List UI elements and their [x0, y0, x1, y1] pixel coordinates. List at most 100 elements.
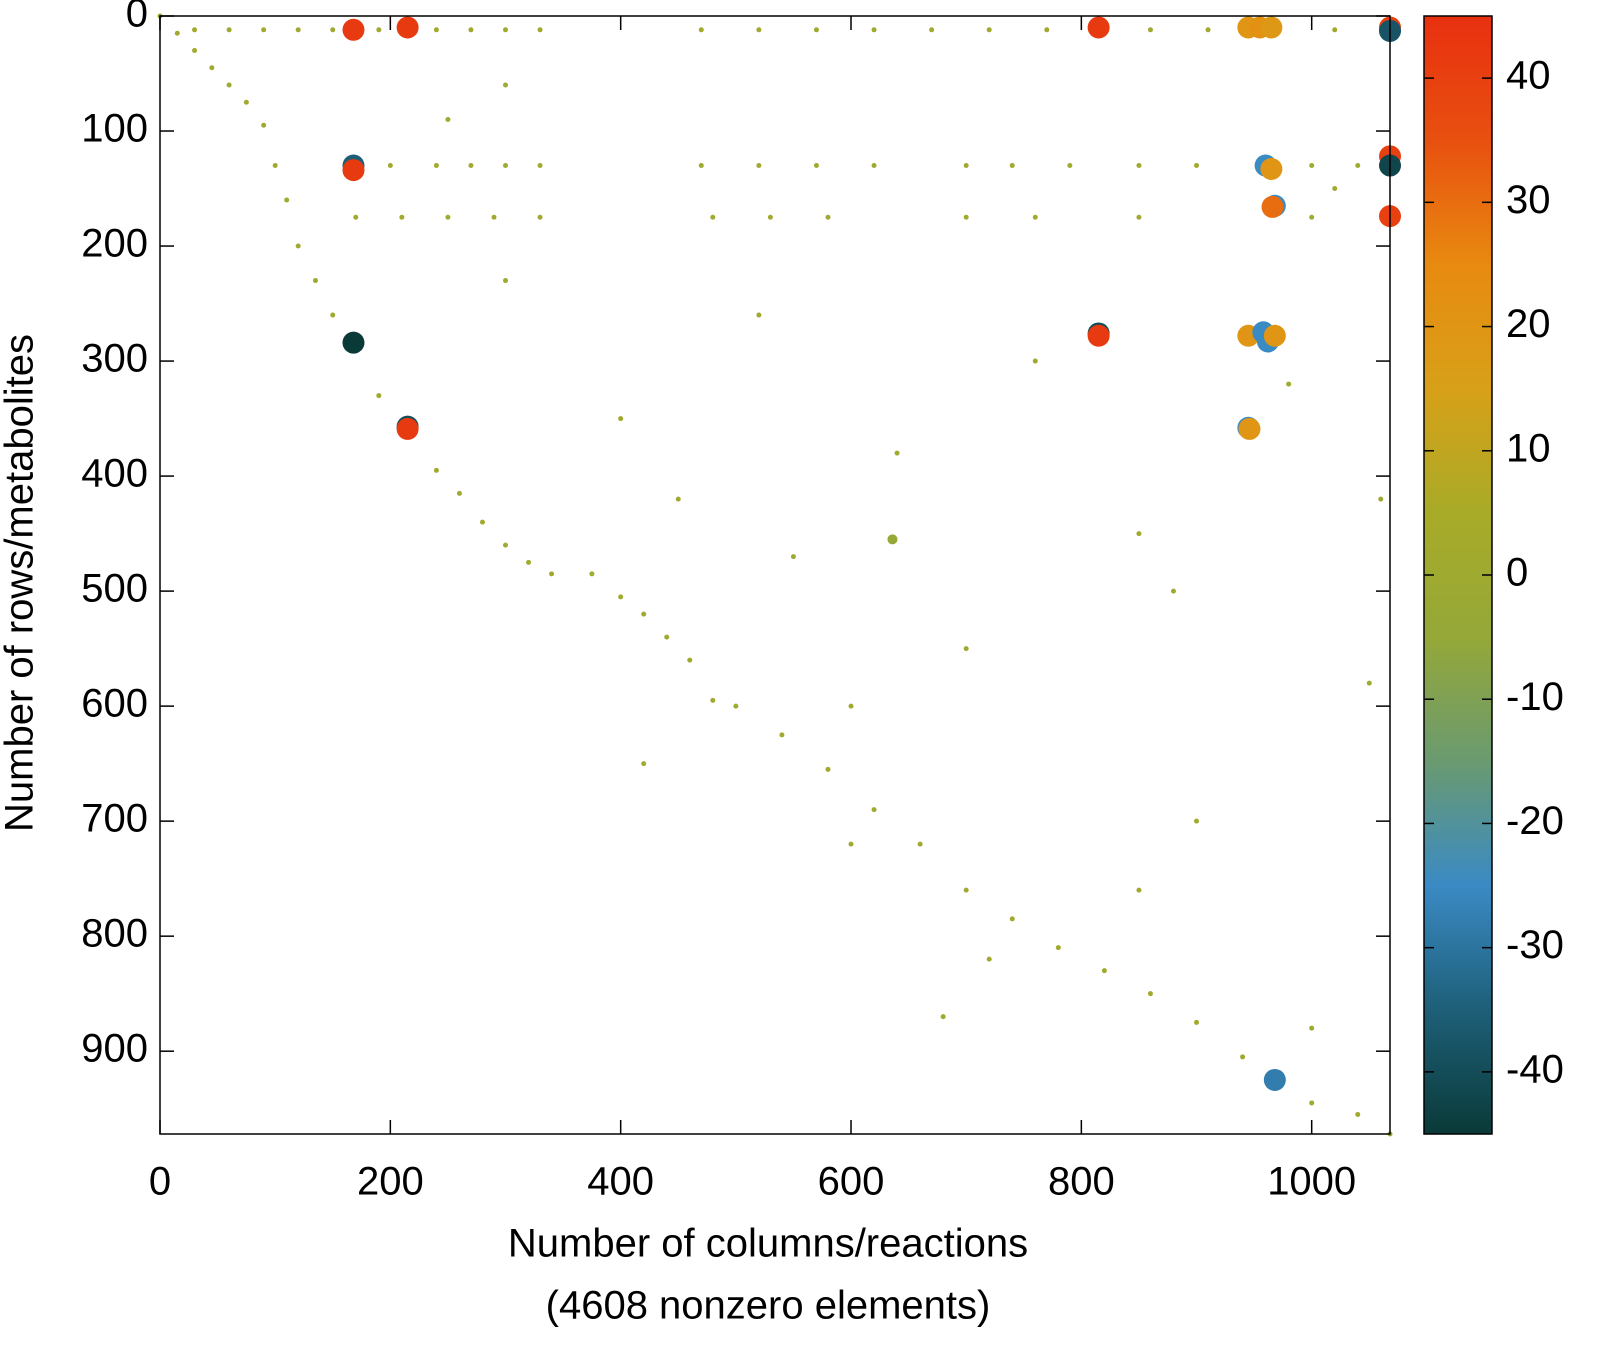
data-point: [503, 542, 509, 548]
data-point: [1205, 27, 1211, 33]
data-point: [963, 646, 969, 652]
data-point: [813, 27, 819, 33]
data-point: [537, 214, 543, 220]
x-tick-label: 200: [357, 1160, 424, 1204]
data-point: [537, 163, 543, 169]
x-tick-label: 600: [818, 1160, 885, 1204]
data-point: [1194, 1019, 1200, 1025]
data-point: [1032, 358, 1038, 364]
data-point: [986, 27, 992, 33]
data-point: [1087, 324, 1110, 347]
data-point: [1309, 163, 1315, 169]
data-point: [312, 278, 318, 284]
data-point: [376, 27, 382, 33]
data-point: [1309, 1025, 1315, 1031]
x-axis-label-note: (4608 nonzero elements): [546, 1284, 991, 1328]
data-point: [790, 554, 796, 560]
data-point: [698, 163, 704, 169]
colorbar-tick-label: 40: [1506, 54, 1551, 98]
data-point: [243, 99, 249, 105]
data-point: [710, 214, 716, 220]
data-point: [1009, 916, 1015, 922]
data-point: [929, 27, 935, 33]
y-tick-label: 200: [81, 222, 148, 266]
data-point: [433, 467, 439, 473]
data-point: [353, 214, 359, 220]
data-point: [1238, 417, 1261, 440]
data-point: [1260, 16, 1283, 39]
data-point: [445, 214, 451, 220]
data-point: [618, 594, 624, 600]
data-point: [1309, 1100, 1315, 1106]
data-point: [664, 634, 670, 640]
y-tick-label: 600: [81, 682, 148, 726]
colorbar-tick-label: -40: [1506, 1047, 1564, 1091]
data-point: [468, 27, 474, 33]
data-point: [675, 496, 681, 502]
data-point: [756, 27, 762, 33]
data-point: [526, 559, 532, 565]
x-tick-label: 1000: [1267, 1160, 1356, 1204]
data-point: [1240, 1054, 1246, 1060]
data-point: [825, 214, 831, 220]
data-point: [871, 163, 877, 169]
data-point: [767, 214, 773, 220]
data-point: [226, 27, 232, 33]
colorbar-tick-label: 20: [1506, 302, 1551, 346]
data-point: [986, 956, 992, 962]
data-point: [445, 117, 451, 123]
colorbar: [1423, 15, 1493, 1135]
data-point: [342, 331, 365, 354]
data-point: [848, 703, 854, 709]
data-point: [871, 807, 877, 813]
data-point: [1355, 163, 1361, 169]
data-point: [963, 887, 969, 893]
data-point: [342, 18, 365, 41]
data-point: [825, 766, 831, 772]
data-point: [1087, 16, 1110, 39]
data-point: [537, 27, 543, 33]
data-point: [261, 27, 267, 33]
data-point: [733, 703, 739, 709]
data-point: [917, 841, 923, 847]
data-point: [433, 27, 439, 33]
y-tick-label: 100: [81, 107, 148, 151]
data-point: [1366, 680, 1372, 686]
data-point: [468, 163, 474, 169]
data-point: [710, 697, 716, 703]
data-point: [756, 163, 762, 169]
data-point: [503, 163, 509, 169]
colorbar-tick-label: 0: [1506, 551, 1528, 595]
data-point: [687, 657, 693, 663]
data-point: [1067, 163, 1073, 169]
y-tick-label: 700: [81, 797, 148, 841]
x-tick-label: 0: [149, 1160, 171, 1204]
y-tick-label: 400: [81, 452, 148, 496]
data-point: [503, 27, 509, 33]
data-point: [779, 732, 785, 738]
data-point: [756, 312, 762, 318]
data-point: [396, 417, 419, 440]
data-point: [1136, 887, 1142, 893]
data-point: [813, 163, 819, 169]
data-point: [387, 163, 393, 169]
data-point: [342, 159, 365, 182]
data-point: [503, 278, 509, 284]
data-point: [1260, 157, 1283, 180]
data-point: [1261, 195, 1284, 218]
data-point: [1055, 945, 1061, 951]
data-point: [887, 534, 898, 545]
data-point: [549, 571, 555, 577]
data-point: [1332, 27, 1338, 33]
data-point: [940, 1014, 946, 1020]
plot-frame: [159, 15, 1391, 1135]
data-point: [1136, 163, 1142, 169]
data-point: [1378, 496, 1384, 502]
data-point: [192, 27, 198, 33]
data-point: [698, 27, 704, 33]
data-point: [963, 163, 969, 169]
data-point: [456, 490, 462, 496]
data-point: [848, 841, 854, 847]
data-point: [330, 27, 336, 33]
